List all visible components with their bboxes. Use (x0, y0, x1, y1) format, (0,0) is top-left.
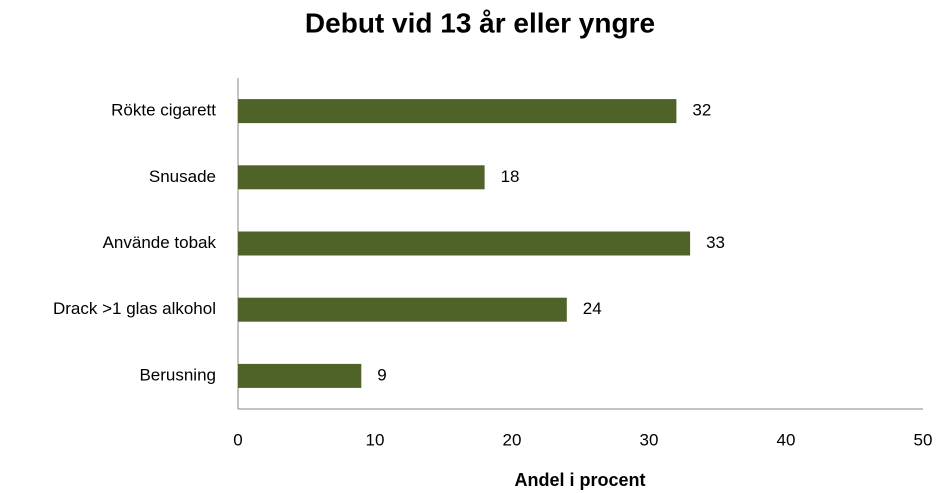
x-axis-title: Andel i procent (514, 470, 645, 490)
chart-title: Debut vid 13 år eller yngre (305, 7, 655, 38)
bar (238, 165, 485, 190)
y-tick-label: Använde tobak (103, 233, 217, 252)
y-tick-label: Berusning (139, 365, 216, 384)
x-tick-label: 10 (366, 430, 385, 449)
bar (238, 363, 362, 388)
data-label: 24 (583, 299, 602, 318)
data-label: 9 (377, 365, 386, 384)
x-tick-label: 40 (777, 430, 796, 449)
bar (238, 231, 691, 256)
y-tick-label: Snusade (149, 167, 216, 186)
bar (238, 99, 677, 124)
data-label: 18 (501, 167, 520, 186)
x-tick-label: 50 (914, 430, 933, 449)
x-tick-label: 20 (503, 430, 522, 449)
y-tick-label: Drack >1 glas alkohol (53, 299, 216, 318)
y-tick-label: Rökte cigarett (111, 101, 216, 120)
x-tick-label: 30 (640, 430, 659, 449)
bar (238, 297, 567, 322)
x-tick-label: 0 (233, 430, 242, 449)
data-label: 32 (692, 101, 711, 120)
data-label: 33 (706, 233, 725, 252)
